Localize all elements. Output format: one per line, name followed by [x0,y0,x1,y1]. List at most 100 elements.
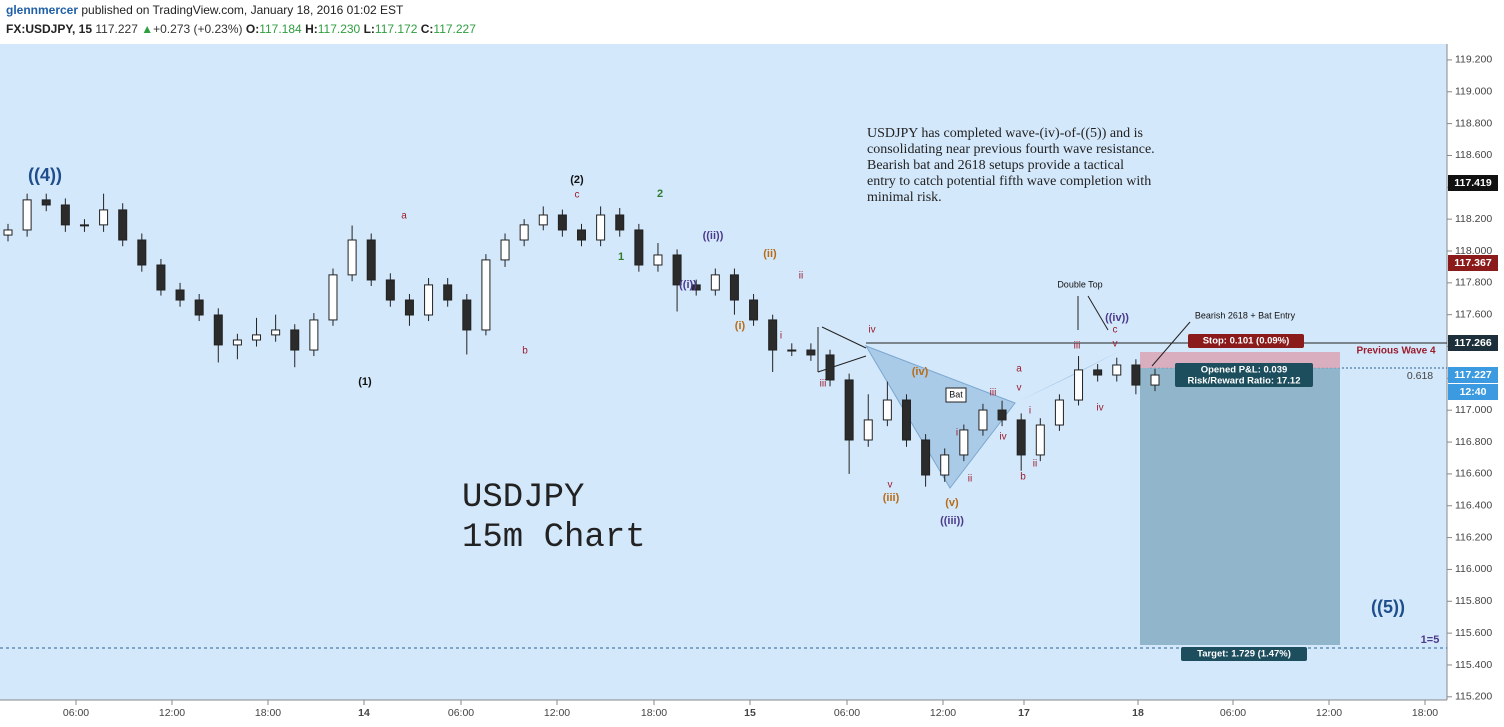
x-tick-label: 18:00 [1412,707,1438,719]
note-line: Bearish bat and 2618 setups provide a ta… [867,158,1124,173]
pnl-box [1175,363,1313,387]
y-tick-label: 115.800 [1455,595,1492,607]
target-label: Target: 1.729 (1.47%) [1197,649,1291,660]
candle-body [290,329,300,351]
wave-label: iii [990,388,997,399]
price-label: 117.266 [1454,337,1492,349]
header-line: glennmercer published on TradingView.com… [6,3,404,17]
note-line: minimal risk. [867,190,942,205]
wave-label: b [1020,472,1026,483]
candle-body [921,439,931,476]
candle-body [156,264,166,291]
y-tick-label: 115.400 [1455,659,1492,671]
candle-body [404,299,414,316]
candle-body [1150,374,1160,386]
candle-body [653,254,663,266]
wave-label: Double Top [1057,279,1102,289]
wave-label: v [1113,339,1118,350]
user[interactable]: glennmercer [6,3,78,17]
candle-body [538,214,548,226]
l: 117.172 [375,22,418,36]
candle-body [519,224,529,241]
price-labels: 117.419 117.367 117.266 117.227 12:40 [1448,175,1498,400]
candle-body [959,429,969,456]
stop-box [1188,334,1304,348]
x-tick-label: 14 [358,707,370,719]
candle-body [99,209,109,226]
l-label: L: [364,22,375,36]
change: +0.273 (+0.23%) [153,22,242,36]
price-label: 117.367 [1454,257,1492,269]
price-box [1448,175,1498,191]
candle-body [213,314,223,346]
wave-label: 2 [657,188,663,200]
candle-body [462,299,472,331]
h-label: H: [305,22,318,36]
stop-label: Stop: 0.101 (0.09%) [1203,336,1290,347]
candle-body [22,199,32,231]
candle-body [1112,364,1122,376]
wave-label: iv [999,432,1006,443]
candle-body [328,274,338,321]
candle-body [443,284,453,301]
y-tick-label: 117.600 [1455,308,1492,320]
wave-label: iv [1096,403,1103,414]
published: published on TradingView.com, January 18… [78,3,404,17]
wave-label: 1=5 [1421,634,1440,646]
candle-body [1035,424,1045,456]
candle-body [768,319,778,351]
wave-label: b [522,346,528,357]
candles [3,193,1160,487]
wave-label: Previous Wave 4 [1356,346,1436,357]
last: 117.227 [95,22,138,36]
candle-body [787,349,797,352]
candle-body [118,209,128,241]
x-tick-label: 12:00 [1316,707,1342,719]
big-title: USDJPY [462,479,584,517]
candle-body [691,284,701,291]
candle-body [366,239,376,281]
wave-label: 1 [618,251,624,263]
x-tick-label: 12:00 [930,707,956,719]
candle-body [749,299,759,321]
y-tick-label: 117.800 [1455,277,1492,289]
annotations: ((4))(1)ab(2)c12((ii))((i))(ii)ii(i)iivi… [28,165,1439,646]
price-label: 117.227 [1454,369,1492,381]
note-line: entry to catch potential fifth wave comp… [867,174,1151,189]
wave-label: ii [799,271,803,282]
candle-body [137,239,147,266]
price-label: 12:40 [1460,386,1487,398]
wave-label: 0.618 [1407,370,1433,382]
candle-body [271,329,281,336]
wave-label: ((i)) [679,279,697,291]
candle-body [825,354,835,381]
candle-body [79,224,89,227]
price-box [1448,367,1498,383]
y-tick-label: 118.800 [1455,117,1492,129]
candle-body [844,379,854,441]
candle-body [978,409,988,431]
y-tick-label: 116.400 [1455,500,1492,512]
wave-label: ((iii)) [940,515,964,527]
x-tick-label: 06:00 [448,707,474,719]
price-box [1448,335,1498,351]
candle-body [175,289,185,301]
candle-body [997,409,1007,421]
wave-label: ((iv)) [1105,312,1129,324]
wave-label: (i) [735,320,746,332]
wave-label: i [780,331,782,342]
wave-label: iii [1074,341,1081,352]
candle-body [940,454,950,476]
y-tick-label: 115.600 [1455,627,1492,639]
candle-body [3,229,13,236]
y-tick-label: 116.000 [1455,563,1492,575]
wave-label: ((5)) [1371,597,1405,617]
c: 117.227 [433,22,476,36]
wave-label: a [401,211,407,222]
candle-body [252,334,262,341]
bat-shape [866,346,1015,488]
candle-body [1074,369,1084,401]
target-box [1181,647,1307,661]
wave-label: Bearish 2618 + Bat Entry [1195,310,1296,320]
